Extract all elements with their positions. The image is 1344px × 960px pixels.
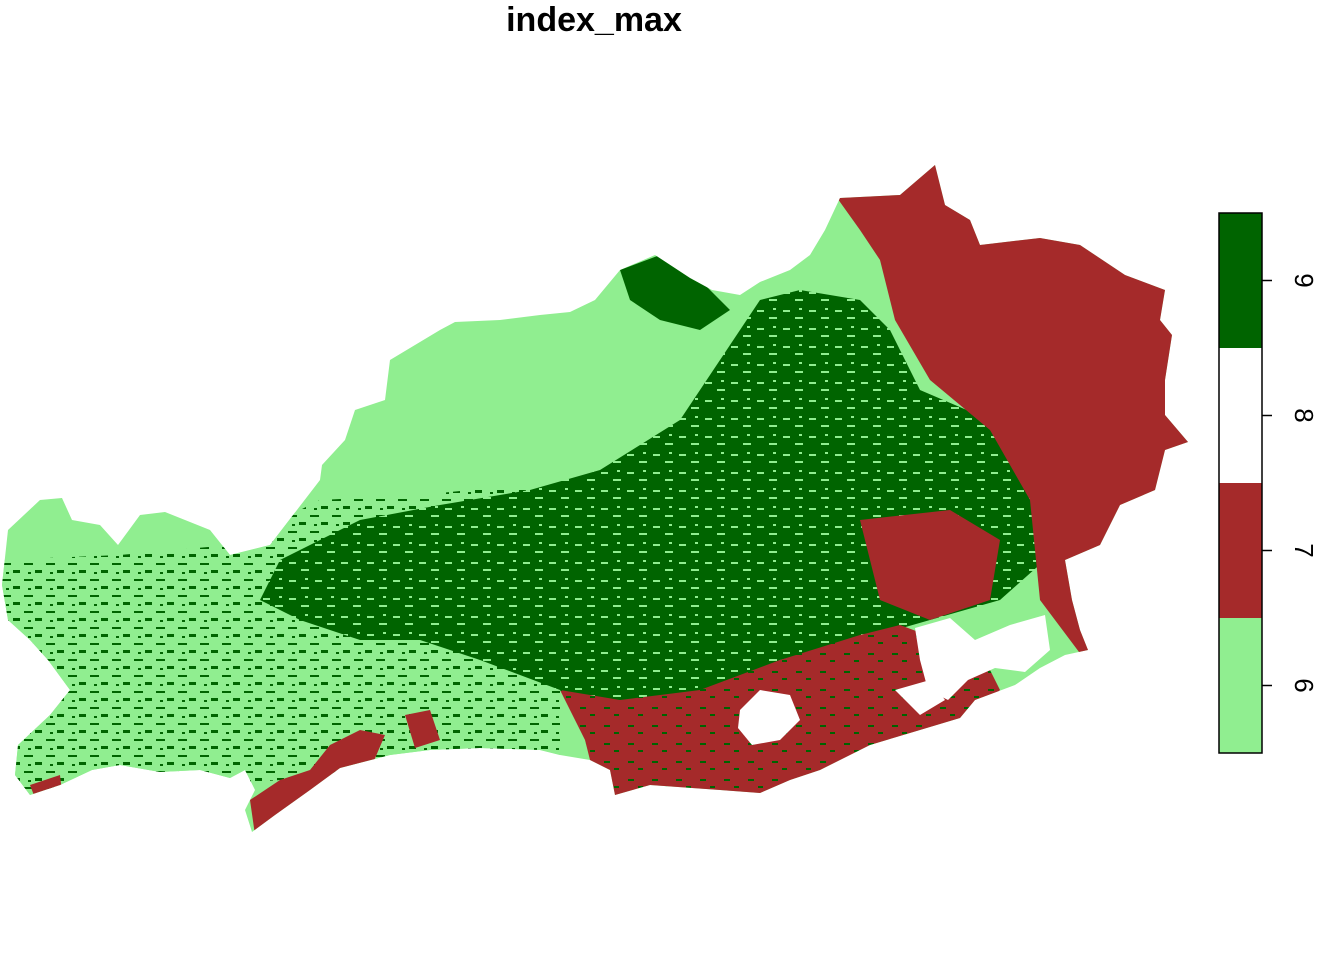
map-title: index_max <box>506 1 682 39</box>
legend-tick-label-8: 8 <box>1289 408 1319 422</box>
legend-swatch-7 <box>1219 483 1262 618</box>
raster-class-8-area <box>915 615 1050 700</box>
legend: 6 7 8 9 <box>1218 212 1319 754</box>
legend-tick-label-7: 7 <box>1289 543 1319 557</box>
legend-swatch-6 <box>1219 618 1262 753</box>
legend-frame <box>1218 212 1263 754</box>
legend-swatch-9 <box>1219 213 1262 348</box>
legend-swatch-8 <box>1219 348 1262 483</box>
legend-tick-label-9: 9 <box>1289 273 1319 287</box>
raster-map <box>2 165 1188 832</box>
legend-tick-label-6: 6 <box>1289 678 1319 692</box>
raster-class-9-area <box>260 290 1045 710</box>
